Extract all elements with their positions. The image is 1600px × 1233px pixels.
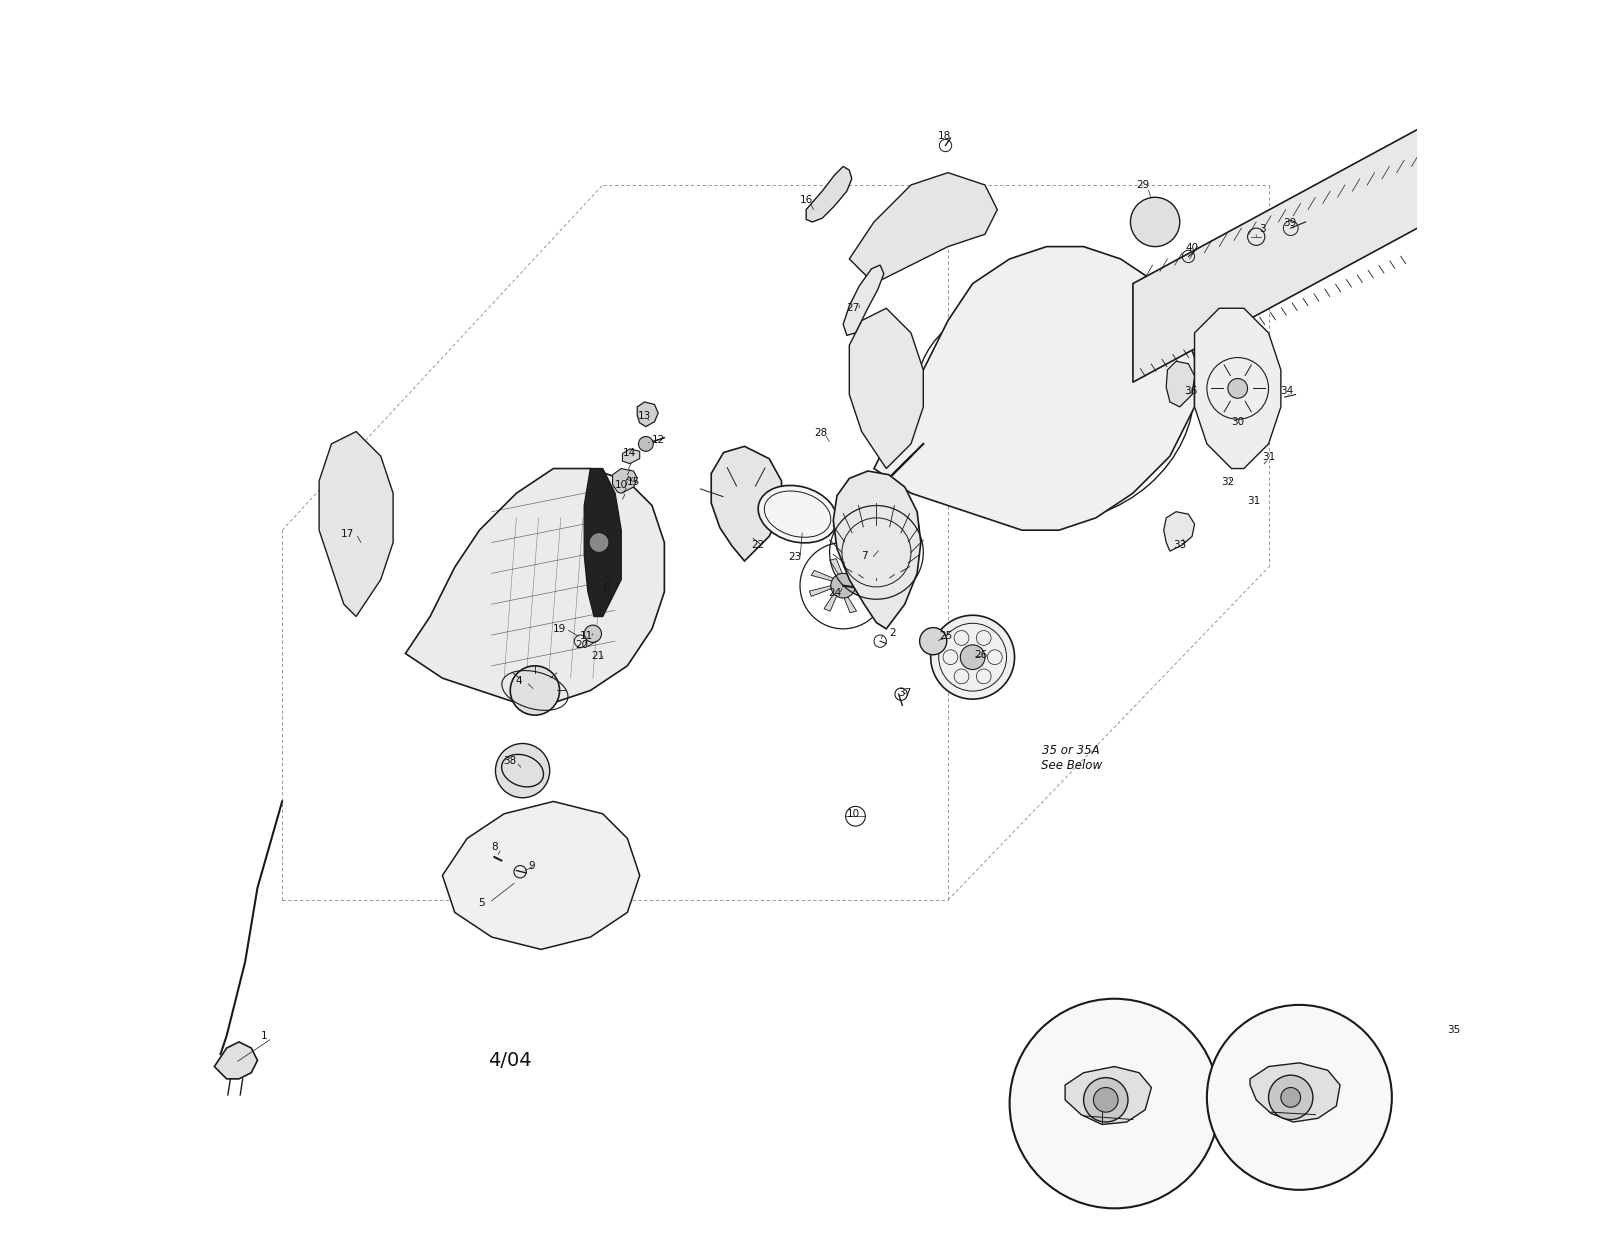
Text: 16: 16: [800, 195, 813, 205]
Polygon shape: [850, 308, 923, 469]
Polygon shape: [843, 265, 883, 335]
Text: 40: 40: [1186, 243, 1198, 253]
Ellipse shape: [510, 666, 560, 715]
Polygon shape: [622, 449, 640, 464]
Polygon shape: [1133, 123, 1502, 382]
Text: 19: 19: [554, 624, 566, 634]
Polygon shape: [1195, 308, 1282, 469]
Polygon shape: [874, 247, 1195, 530]
Text: 35 or 35A
See Below: 35 or 35A See Below: [1040, 745, 1102, 772]
Polygon shape: [843, 596, 856, 613]
Ellipse shape: [758, 486, 837, 543]
Text: 13: 13: [638, 411, 651, 420]
Polygon shape: [806, 166, 851, 222]
Text: 27: 27: [846, 303, 859, 313]
Text: 29: 29: [1136, 180, 1149, 190]
Text: 25: 25: [939, 631, 952, 641]
Circle shape: [1206, 1005, 1392, 1190]
Text: 2: 2: [890, 628, 896, 637]
Circle shape: [1093, 1088, 1118, 1112]
Circle shape: [1227, 379, 1248, 398]
Text: 28: 28: [814, 428, 827, 438]
Text: 8: 8: [491, 842, 498, 852]
Circle shape: [960, 645, 986, 670]
Polygon shape: [810, 586, 832, 597]
Ellipse shape: [931, 615, 1014, 699]
Text: 31: 31: [1262, 453, 1275, 462]
Circle shape: [1131, 197, 1179, 247]
Text: 21: 21: [590, 651, 605, 661]
Text: 15: 15: [627, 477, 640, 487]
Text: 38: 38: [504, 756, 517, 766]
Text: 31: 31: [1246, 496, 1261, 506]
Polygon shape: [405, 469, 664, 703]
Text: 3: 3: [1259, 224, 1266, 234]
Polygon shape: [850, 173, 997, 284]
Polygon shape: [1163, 512, 1195, 551]
Text: 32: 32: [1221, 477, 1235, 487]
Polygon shape: [830, 559, 843, 576]
Circle shape: [1459, 142, 1522, 203]
Text: 4: 4: [515, 676, 522, 686]
Text: 17: 17: [341, 529, 354, 539]
Text: 34: 34: [1280, 386, 1294, 396]
Circle shape: [1282, 1088, 1301, 1107]
Circle shape: [1269, 1075, 1314, 1120]
Text: 37: 37: [898, 688, 912, 698]
Text: 10: 10: [614, 480, 627, 490]
Text: 35: 35: [1446, 1025, 1461, 1034]
Text: 10: 10: [846, 809, 859, 819]
Text: 6: 6: [602, 583, 608, 593]
Polygon shape: [850, 560, 862, 578]
Text: 22: 22: [752, 540, 765, 550]
Polygon shape: [318, 432, 394, 616]
Polygon shape: [1166, 361, 1195, 407]
Text: 39: 39: [1283, 218, 1296, 228]
Text: 23: 23: [789, 552, 802, 562]
Polygon shape: [824, 593, 837, 612]
Ellipse shape: [920, 628, 947, 655]
Polygon shape: [637, 402, 658, 427]
Polygon shape: [834, 471, 922, 629]
Text: 24: 24: [827, 588, 842, 598]
Circle shape: [584, 625, 602, 642]
Text: 36: 36: [1184, 386, 1197, 396]
Text: 30: 30: [1230, 417, 1245, 427]
Polygon shape: [1066, 1067, 1152, 1124]
Polygon shape: [613, 469, 637, 493]
Polygon shape: [584, 469, 621, 616]
Polygon shape: [811, 571, 835, 581]
Text: 11: 11: [581, 631, 594, 641]
Text: 20: 20: [574, 640, 589, 650]
Circle shape: [1010, 999, 1219, 1208]
Text: 35A: 35A: [1130, 1120, 1150, 1129]
Text: 9: 9: [528, 861, 534, 870]
Polygon shape: [443, 801, 640, 949]
Circle shape: [1083, 1078, 1128, 1122]
Text: 33: 33: [1173, 540, 1186, 550]
Text: 4/04: 4/04: [488, 1051, 533, 1070]
Text: 14: 14: [624, 448, 637, 457]
Text: 1: 1: [261, 1031, 267, 1041]
Polygon shape: [854, 575, 877, 586]
Polygon shape: [851, 591, 875, 600]
Text: 7: 7: [861, 551, 867, 561]
Polygon shape: [712, 446, 781, 561]
Text: 12: 12: [651, 435, 666, 445]
Circle shape: [830, 573, 856, 598]
Polygon shape: [1250, 1063, 1341, 1122]
Polygon shape: [214, 1042, 258, 1079]
Text: 26: 26: [974, 650, 987, 660]
Text: 5: 5: [478, 898, 485, 907]
Circle shape: [638, 436, 653, 451]
Circle shape: [589, 533, 610, 552]
Text: 18: 18: [938, 131, 950, 141]
Circle shape: [496, 743, 550, 798]
